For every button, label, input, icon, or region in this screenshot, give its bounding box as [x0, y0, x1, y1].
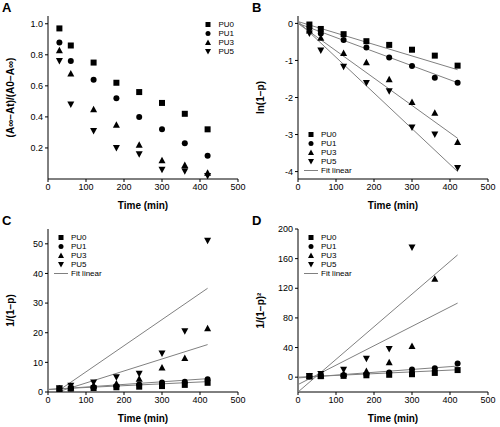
svg-text:Time (min): Time (min): [118, 200, 168, 211]
html-text:Fit linear: Fit linear: [321, 269, 352, 278]
html-text:PU3: PU3: [321, 148, 337, 157]
svg-text:-2: -2: [285, 93, 293, 103]
svg-text:400: 400: [442, 182, 457, 192]
svg-text:500: 500: [480, 182, 492, 192]
svg-text:300: 300: [404, 395, 419, 405]
html-text:PU1: PU1: [71, 242, 87, 251]
svg-text:30: 30: [33, 298, 43, 308]
svg-text:0: 0: [288, 19, 293, 29]
svg-text:50: 50: [33, 239, 43, 249]
svg-text:0.2: 0.2: [30, 143, 43, 153]
svg-text:1/(1−p)²: 1/(1−p)²: [255, 292, 266, 329]
svg-text:0.6: 0.6: [30, 81, 43, 91]
html-text:PU3: PU3: [321, 251, 337, 260]
svg-text:300: 300: [154, 395, 169, 405]
svg-text:400: 400: [192, 395, 207, 405]
svg-text:500: 500: [230, 182, 245, 192]
svg-text:120: 120: [278, 283, 293, 293]
html-text:PU1: PU1: [218, 29, 234, 38]
svg-text:-1: -1: [285, 56, 293, 66]
html-text:PU0: PU0: [71, 233, 87, 242]
html-text:PU0: PU0: [218, 20, 234, 29]
html-text:PU0: PU0: [321, 233, 337, 242]
svg-text:-4: -4: [285, 167, 293, 177]
svg-text:Time (min): Time (min): [368, 413, 418, 424]
svg-text:100: 100: [328, 182, 343, 192]
html-text:Fit linear: Fit linear: [321, 166, 352, 175]
html-text:PU3: PU3: [71, 251, 87, 260]
svg-text:(A∞−At)/(A0−A∞): (A∞−At)/(A0−A∞): [8, 58, 16, 138]
svg-text:Time (min): Time (min): [118, 413, 168, 424]
svg-text:10: 10: [33, 358, 43, 368]
svg-text:1.0: 1.0: [30, 19, 43, 29]
svg-text:0: 0: [45, 182, 50, 192]
svg-text:100: 100: [328, 395, 343, 405]
svg-text:80: 80: [283, 313, 293, 323]
html-text:PU5: PU5: [71, 260, 87, 269]
svg-text:500: 500: [230, 395, 245, 405]
svg-text:-3: -3: [285, 130, 293, 140]
html-text:A: A: [2, 0, 12, 15]
svg-text:0: 0: [295, 395, 300, 405]
svg-text:400: 400: [192, 182, 207, 192]
html-text:B: B: [252, 0, 262, 15]
svg-text:400: 400: [442, 395, 457, 405]
svg-text:200: 200: [116, 182, 131, 192]
svg-text:0.8: 0.8: [30, 50, 43, 60]
html-text:PU5: PU5: [218, 47, 234, 56]
svg-text:ln(1−p): ln(1−p): [255, 81, 266, 114]
svg-text:300: 300: [404, 182, 419, 192]
svg-text:40: 40: [283, 343, 293, 353]
html-text:C: C: [2, 213, 12, 228]
svg-text:0: 0: [38, 387, 43, 397]
svg-text:0.4: 0.4: [30, 112, 43, 122]
html-text:PU3: PU3: [218, 38, 234, 47]
svg-text:0: 0: [295, 182, 300, 192]
svg-text:0: 0: [45, 395, 50, 405]
svg-text:200: 200: [366, 182, 381, 192]
html-text:PU5: PU5: [321, 260, 337, 269]
html-text:PU5: PU5: [321, 157, 337, 166]
svg-text:160: 160: [278, 254, 293, 264]
svg-text:20: 20: [33, 328, 43, 338]
html-text:PU1: PU1: [321, 242, 337, 251]
svg-text:1/(1−p): 1/(1−p): [8, 294, 16, 327]
svg-text:40: 40: [33, 269, 43, 279]
svg-text:500: 500: [480, 395, 492, 405]
svg-text:100: 100: [78, 182, 93, 192]
html-text:PU1: PU1: [321, 139, 337, 148]
svg-text:200: 200: [366, 395, 381, 405]
html-text:Fit linear: Fit linear: [71, 269, 102, 278]
html-text:D: D: [252, 213, 262, 228]
svg-text:200: 200: [278, 224, 293, 234]
svg-text:Time (min): Time (min): [368, 200, 418, 211]
html-text:PU0: PU0: [321, 130, 337, 139]
svg-text:0: 0: [288, 372, 293, 382]
svg-text:100: 100: [78, 395, 93, 405]
svg-text:200: 200: [116, 395, 131, 405]
svg-text:300: 300: [154, 182, 169, 192]
